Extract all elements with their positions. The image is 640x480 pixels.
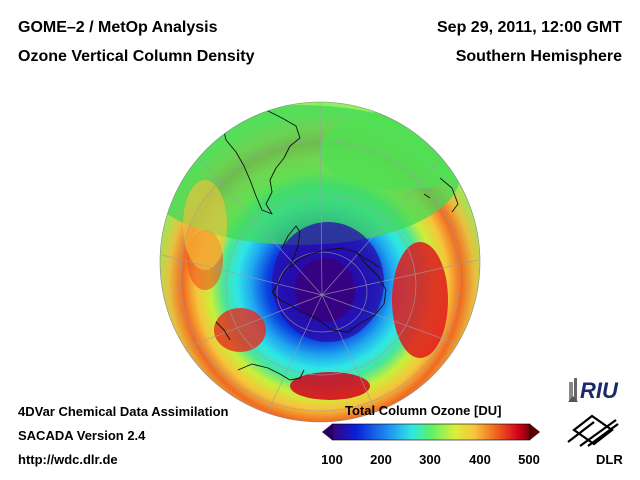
australia-coast <box>237 363 305 381</box>
colorbar-tick-400: 400 <box>469 452 491 467</box>
red-collar-east <box>392 242 448 358</box>
red-collar-south <box>290 372 370 400</box>
colorbar-tick-100: 100 <box>321 452 343 467</box>
svg-text:RIU: RIU <box>580 378 619 403</box>
colorbar-gradient <box>332 424 530 440</box>
svg-text:DLR: DLR <box>596 452 623 467</box>
globe-rim <box>159 101 481 423</box>
new-zealand-coast <box>215 321 231 341</box>
south-america-coast <box>221 107 301 215</box>
colorbar <box>322 423 540 441</box>
footer-line2: SACADA Version 2.4 <box>18 428 146 443</box>
island-coast <box>423 193 431 199</box>
riu-logo: RIU <box>568 378 619 403</box>
colorbar-tick-500: 500 <box>518 452 540 467</box>
coastlines <box>215 107 459 381</box>
colorbar-low-arrow <box>322 424 332 440</box>
dlr-logo: DLR <box>567 414 623 467</box>
date-label: Sep 29, 2011, 12:00 GMT <box>437 19 622 36</box>
yellow-arc-west <box>183 180 227 270</box>
region-label: Southern Hemisphere <box>455 48 622 65</box>
colorbar-tick-300: 300 <box>419 452 441 467</box>
colorbar-high-arrow <box>530 424 540 440</box>
footer-line1: 4DVar Chemical Data Assimilation <box>18 404 229 419</box>
graticule <box>161 102 479 421</box>
footer-url: http://wdc.dlr.de <box>18 452 118 467</box>
title-line1: GOME–2 / MetOp Analysis <box>18 19 218 36</box>
colorbar-title: Total Column Ozone [DU] <box>345 403 502 418</box>
antarctic-peninsula-coast <box>271 225 387 333</box>
red-collar-west <box>214 308 266 352</box>
title-line2: Ozone Vertical Column Density <box>18 48 255 65</box>
colorbar-tick-200: 200 <box>370 452 392 467</box>
africa-coast <box>439 177 459 213</box>
antarctic-coast-east <box>355 251 381 269</box>
